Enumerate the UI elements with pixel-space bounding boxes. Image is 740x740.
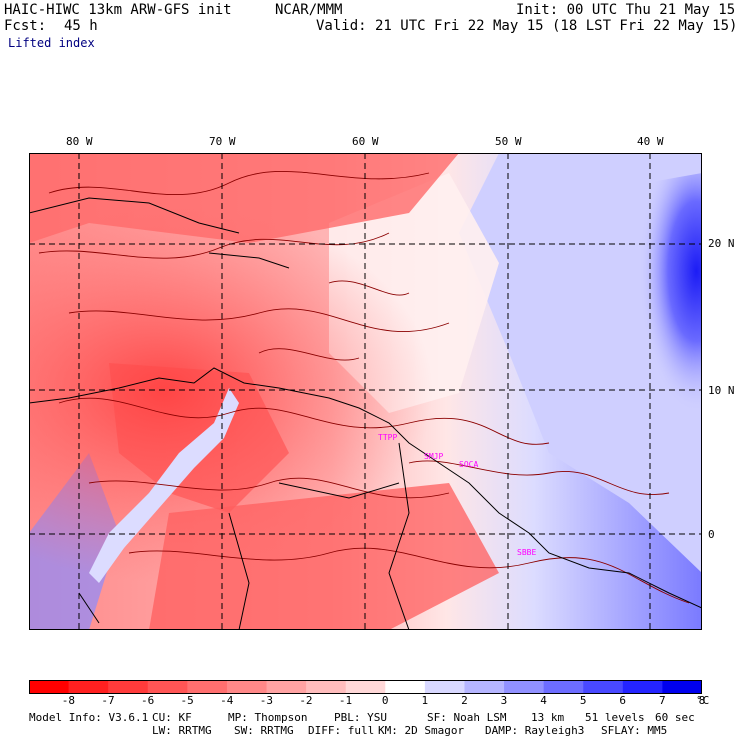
colorbar-swatch [464,680,505,694]
colorbar-swatch [345,680,386,694]
colorbar-swatch [306,680,347,694]
colorbar-swatch [29,680,70,694]
colorbar-tick-label: -1 [338,694,353,707]
colorbar-tick-label: -4 [220,694,234,707]
footer-cu: CU: KF [152,711,192,724]
lon-label-40w: 40 W [637,135,664,148]
colorbar-tick-label: 8 [698,694,706,707]
footer-sf: SF: Noah LSM [427,711,507,724]
init-time: Init: 00 UTC Thu 21 May 15 [516,2,736,18]
fcst-label: Fcst: [4,18,47,34]
colorbar [29,680,702,694]
lat-label-20n: 20 N [708,237,735,250]
colorbar-unit: °C [696,694,710,707]
colorbar-tick-label: -3 [259,694,273,707]
station-sbbe: SBBE [517,548,536,557]
lon-label-60w: 60 W [352,135,379,148]
colorbar-tick-label: 2 [461,694,468,707]
colorbar-swatch [622,680,663,694]
colorbar-swatch [226,680,268,694]
fcst-value: 45 h [64,18,98,34]
unstable-overlay [29,153,702,630]
colorbar-frame [29,680,702,694]
station-soca: SOCA [459,460,478,469]
lat-label-10n: 10 N [708,384,735,397]
colorbar-tick-label: 6 [619,694,627,707]
lon-label-70w: 70 W [209,135,236,148]
colorbar-tick-label: 0 [381,694,389,707]
footer-diff: DIFF: full [308,724,375,737]
colorbar-swatch [424,680,465,694]
colorbar-swatch [385,680,426,694]
colorbar-tick-label: -5 [180,694,194,707]
lifted-index-map[interactable]: TTPP SMJP SOCA SBBE [29,153,702,630]
org-label: NCAR/MMM [275,2,343,18]
footer-sw: SW: RRTMG [234,724,294,737]
colorbar-tick-label: 7 [659,694,666,707]
footer-resolution: 13 km [531,711,565,724]
footer-timestep: 60 sec [655,711,695,724]
colorbar-tick-label: 4 [540,694,547,707]
colorbar-tick-label: 5 [579,694,587,707]
colorbar-tick-label: -2 [299,694,313,707]
field-name: Lifted index [8,36,95,50]
footer-sflay: SFLAY: MM5 [601,724,668,737]
valid-time: Valid: 21 UTC Fri 22 May 15 (18 LST Fri … [316,18,738,34]
footer-damp: DAMP: Rayleigh3 [485,724,585,737]
colorbar-tick-label: -8 [61,694,76,707]
colorbar-tick-label: -7 [101,694,115,707]
colorbar-swatch [147,680,188,694]
valley-stable-strip [89,388,239,583]
colorbar-swatch [68,680,109,694]
colorbar-swatch [266,680,307,694]
colorbar-swatch [543,680,584,694]
colorbar-tick-label: 1 [421,694,429,707]
lon-label-80w: 80 W [66,135,93,148]
colorbar-swatch [504,680,545,694]
lon-label-50w: 50 W [495,135,522,148]
station-ttpp: TTPP [378,433,397,442]
footer-lw: LW: RRTMG [152,724,212,737]
colorbar-swatch [662,680,702,694]
colorbar-tick-label: -6 [140,694,155,707]
model-title: HAIC-HIWC 13km ARW-GFS init [4,2,232,18]
lat-label-0: 0 [708,528,715,541]
station-labels: TTPP SMJP SOCA SBBE [378,433,536,557]
colorbar-swatch [187,680,228,694]
footer-km: KM: 2D Smagor [378,724,465,737]
footer-pbl: PBL: YSU [334,711,387,724]
footer-mp: MP: Thompson [228,711,308,724]
colorbar-tick-label: 3 [500,694,508,707]
graticule [29,153,702,630]
colorbar-swatch [108,680,149,694]
map-frame [29,153,702,630]
station-smjp: SMJP [424,452,443,461]
li-contours [38,171,690,604]
coastlines [29,197,702,630]
footer-levels: 51 levels [585,711,645,724]
colorbar-swatch [583,680,624,694]
footer-model-info: Model Info: V3.6.1 [29,711,149,724]
